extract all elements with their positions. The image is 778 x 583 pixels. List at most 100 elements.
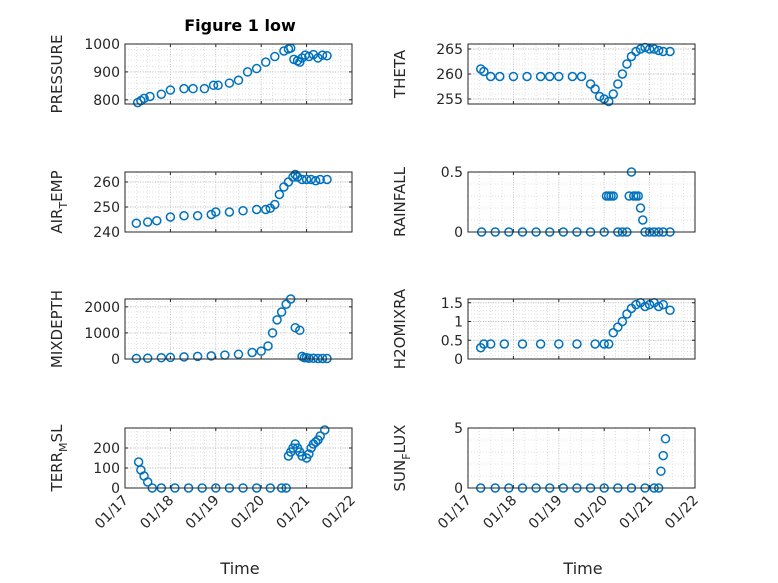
y-tick-label: 100 — [93, 461, 120, 477]
panel-5: 0 1000 2000 MIXDEPTH — [48, 290, 353, 368]
data-point — [267, 328, 278, 338]
axes-box — [124, 171, 353, 233]
data-point — [281, 299, 291, 309]
x-tick-label: 01/20 — [571, 493, 611, 533]
axes-box — [124, 427, 353, 489]
x-tick-label: 01/20 — [228, 493, 268, 533]
data-point — [139, 93, 149, 104]
data-point — [320, 425, 330, 435]
data-point — [297, 174, 307, 185]
data-point — [658, 450, 668, 461]
data-point — [479, 339, 489, 349]
y-axis-label: AIRTEMP — [48, 170, 70, 233]
data-point — [308, 353, 319, 363]
data-point — [322, 353, 332, 364]
x-tick-label: 01/17 — [92, 493, 132, 533]
panel-8: 0 5 01/17 01/18 01/19 01/20 01/21 01/22 SUNFLUX — [391, 421, 702, 532]
data-point — [238, 206, 248, 216]
data-point — [233, 75, 244, 86]
data-point — [260, 204, 271, 215]
x-tick-label: 01/22 — [319, 493, 359, 533]
data-point — [594, 91, 605, 102]
x-tick-label: 01/22 — [662, 493, 702, 533]
panel-6: 0 0.5 1 1.5 H2OMIXRA — [391, 288, 696, 369]
data-point — [322, 50, 332, 61]
data-point — [590, 84, 600, 94]
data-point — [206, 351, 217, 361]
data-point — [310, 176, 321, 186]
data-point — [211, 207, 221, 217]
axes-box — [467, 298, 696, 360]
data-point — [653, 45, 664, 56]
data-point — [295, 325, 305, 336]
data-point — [658, 299, 668, 310]
y-tick-label: 1000 — [84, 326, 120, 342]
data-point — [517, 339, 528, 349]
data-point — [631, 299, 641, 310]
data-point — [188, 83, 198, 94]
data-point — [199, 83, 210, 94]
data-point — [213, 80, 223, 91]
data-point — [165, 85, 176, 95]
y-tick-label: 250 — [93, 200, 120, 216]
data-point — [208, 80, 219, 91]
x-tick-label: 01/17 — [435, 493, 475, 533]
data-point — [304, 51, 314, 62]
data-point — [640, 301, 650, 312]
data-point — [660, 434, 671, 444]
data-point — [317, 50, 328, 60]
y-tick-label: 800 — [93, 93, 120, 109]
y-tick-label: 0 — [111, 352, 120, 368]
data-point — [631, 46, 641, 57]
data-point — [499, 339, 510, 349]
y-tick-label: 0 — [454, 481, 463, 497]
data-point — [224, 78, 235, 88]
data-point — [485, 71, 496, 82]
data-point — [263, 341, 273, 351]
panel-3: 240 250 260 AIRTEMP — [48, 169, 353, 241]
data-point — [165, 212, 176, 222]
y-axis-label: TERRMSL — [48, 424, 70, 493]
y-tick-label: 0 — [111, 481, 120, 497]
y-tick-label: 1 — [454, 315, 463, 331]
y-tick-label: 260 — [436, 67, 463, 83]
data-point — [315, 431, 325, 441]
x-axis-label-right: Time — [562, 559, 602, 578]
y-tick-label: 260 — [93, 175, 120, 191]
data-point — [156, 352, 167, 363]
data-point — [242, 67, 253, 77]
y-axis-label: THETA — [391, 49, 409, 99]
figure-title: Figure 1 low — [184, 16, 296, 35]
data-point — [626, 51, 637, 62]
data-point — [544, 71, 555, 82]
data-point — [272, 315, 282, 325]
data-point — [572, 339, 582, 349]
data-point — [608, 328, 619, 338]
data-point — [288, 172, 298, 182]
y-tick-label: 0.5 — [441, 333, 463, 349]
data-point — [131, 218, 142, 228]
data-point — [535, 339, 546, 349]
x-tick-label: 01/18 — [137, 493, 177, 533]
y-tick-label: 0 — [454, 225, 463, 241]
data-point — [292, 172, 303, 182]
data-point — [306, 174, 316, 185]
y-tick-label: 1000 — [84, 37, 120, 53]
panel-4: 0 0.5 RAINFALL — [391, 165, 696, 241]
data-point — [603, 96, 614, 107]
data-point — [317, 353, 328, 364]
data-point — [156, 89, 167, 99]
x-axis-label-left: Time — [219, 559, 259, 578]
x-tick-label: 01/21 — [617, 493, 657, 533]
data-point — [179, 352, 189, 362]
axes-box — [124, 298, 353, 360]
data-point — [133, 457, 144, 467]
data-point — [142, 217, 153, 227]
data-point — [635, 44, 646, 54]
y-axis-label: MIXDEPTH — [48, 290, 66, 368]
data-point — [665, 305, 675, 315]
data-point — [508, 71, 519, 82]
data-point — [179, 211, 189, 221]
data-point — [145, 91, 155, 102]
